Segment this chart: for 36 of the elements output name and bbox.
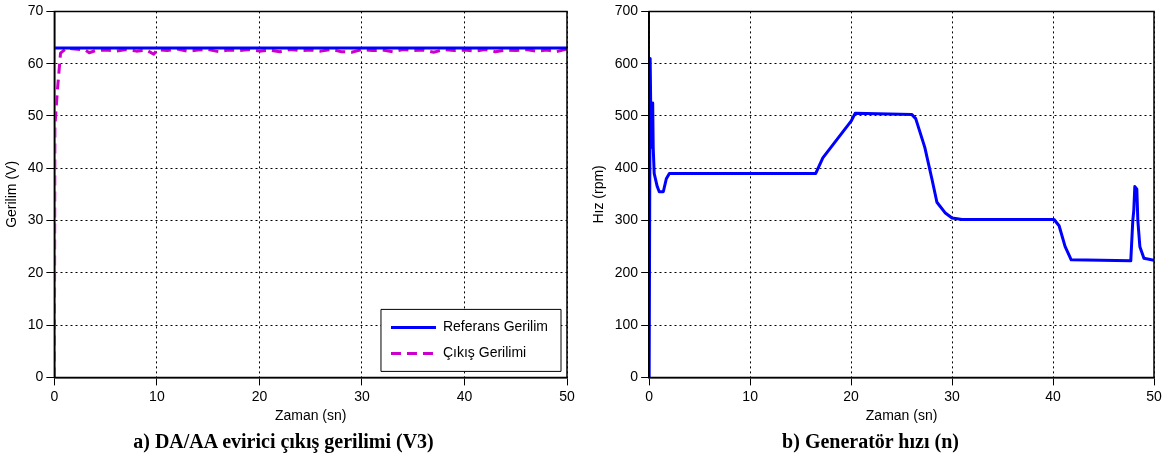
y-tick-label: 400 [614, 159, 639, 176]
x-tick-label: 10 [742, 387, 759, 404]
x-tick-label: 50 [1146, 387, 1162, 404]
y-axis-title: Hız (rpm) [590, 165, 607, 224]
x-tick-label: 30 [354, 387, 370, 404]
y-tick-label: 500 [614, 106, 639, 123]
y-tick-label: 50 [27, 106, 44, 123]
y-tick-label: 20 [27, 263, 44, 280]
x-tick-label: 0 [645, 387, 654, 404]
y-tick-label: 0 [35, 368, 44, 385]
x-axis-title: Zaman (sn) [274, 407, 347, 424]
x-tick-label: 30 [944, 387, 961, 404]
x-tick-label: 40 [456, 387, 473, 404]
y-tick-label: 700 [614, 2, 639, 19]
y-tick-label: 100 [614, 315, 639, 332]
x-tick-label: 20 [251, 387, 268, 404]
y-axis-title: Gerilim (V) [3, 160, 20, 228]
x-tick-label: 50 [559, 387, 575, 404]
y-tick-label: 600 [614, 54, 639, 71]
x-axis-title: Zaman (sn) [865, 407, 938, 424]
y-tick-label: 40 [27, 159, 44, 176]
text: b) Generatör hızı (n) [782, 430, 959, 454]
text: a) DA/AA evirici çıkış gerilimi (V3) [133, 430, 434, 454]
y-tick-label: 60 [27, 54, 44, 71]
x-tick-label: 10 [149, 387, 165, 404]
legend-label: Referans Gerilim [442, 318, 548, 335]
y-tick-label: 70 [27, 2, 44, 19]
y-tick-label: 0 [630, 368, 639, 385]
y-tick-label: 300 [614, 211, 639, 228]
y-tick-label: 200 [614, 263, 639, 280]
x-tick-label: 0 [50, 387, 59, 404]
x-tick-label: 40 [1045, 387, 1062, 404]
x-tick-label: 20 [843, 387, 860, 404]
y-tick-label: 10 [27, 315, 44, 332]
y-tick-label: 30 [27, 211, 44, 228]
legend-label: Çıkış Gerilimi [442, 344, 527, 361]
